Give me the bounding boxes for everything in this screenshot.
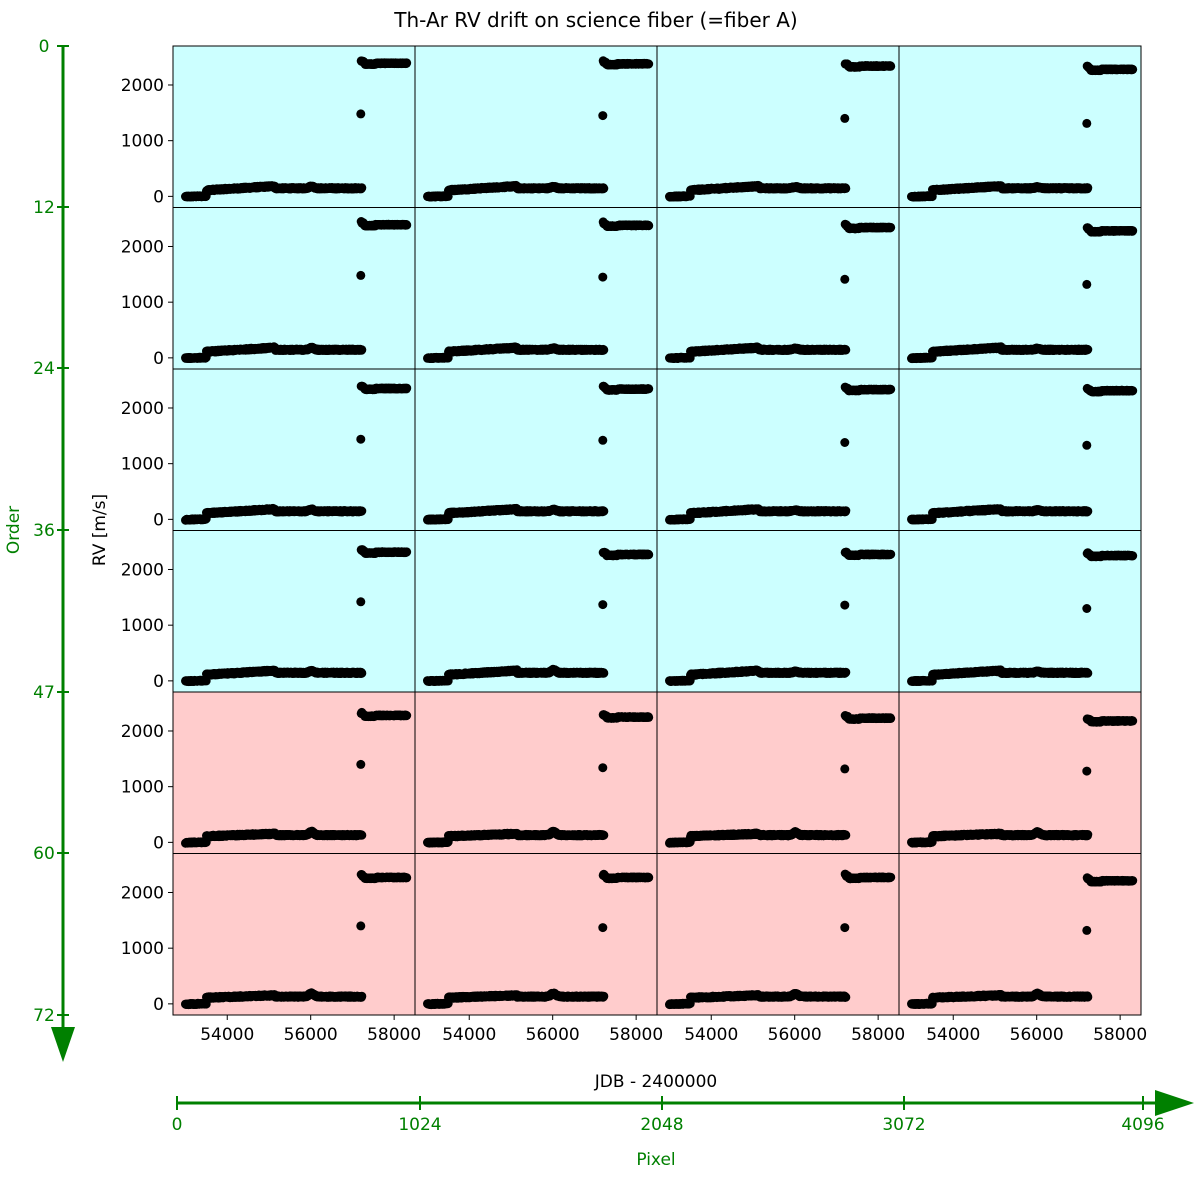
y-tick-label: 1000: [121, 132, 164, 152]
data-point: [599, 184, 608, 193]
order-axis-label: Order: [4, 506, 24, 554]
data-point: [357, 345, 366, 354]
y-tick-label: 2000: [121, 76, 164, 96]
chart-title: Th-Ar RV drift on science fiber (=fiber …: [393, 8, 797, 32]
panel-r1-c1: [415, 208, 657, 370]
data-point: [886, 62, 895, 71]
panel-r0-c3: [899, 46, 1141, 208]
y-tick-label: 0: [153, 187, 164, 207]
y-tick-label: 1000: [121, 293, 164, 313]
data-point: [840, 275, 849, 284]
panel-r0-c0: 0 1000 2000: [121, 46, 415, 208]
y-tick-label: 2000: [121, 237, 164, 257]
data-point: [841, 345, 850, 354]
data-point: [599, 345, 608, 354]
data-point: [644, 60, 653, 69]
data-point: [1082, 119, 1091, 128]
panel-background: [173, 208, 415, 370]
panel-r1-c3: [899, 208, 1141, 370]
data-point: [598, 273, 607, 282]
data-point: [841, 184, 850, 193]
data-point: [402, 58, 411, 67]
x-axis-label: JDB - 2400000: [594, 1072, 717, 1092]
panel-r0-c2: [657, 46, 899, 208]
y-axis-label: RV [m/s]: [90, 494, 110, 566]
panels-group: 0100020000100020000100020000100020000100…: [121, 46, 1147, 1045]
data-point: [356, 271, 365, 280]
panel-r0-c1: [415, 46, 657, 208]
data-point: [357, 183, 366, 192]
panel-background: [415, 46, 657, 208]
data-point: [1083, 183, 1092, 192]
y-tick-label: 0: [153, 349, 164, 369]
data-point: [840, 114, 849, 123]
data-point: [1128, 65, 1137, 74]
panel-r1-c2: [657, 208, 899, 370]
panel-r1-c0: 0 1000 2000: [121, 208, 415, 370]
data-point: [402, 221, 411, 230]
data-point: [644, 221, 653, 230]
data-point: [356, 109, 365, 118]
pixel-axis-label: Pixel: [636, 1150, 675, 1170]
data-point: [598, 111, 607, 120]
data-point: [886, 223, 895, 232]
